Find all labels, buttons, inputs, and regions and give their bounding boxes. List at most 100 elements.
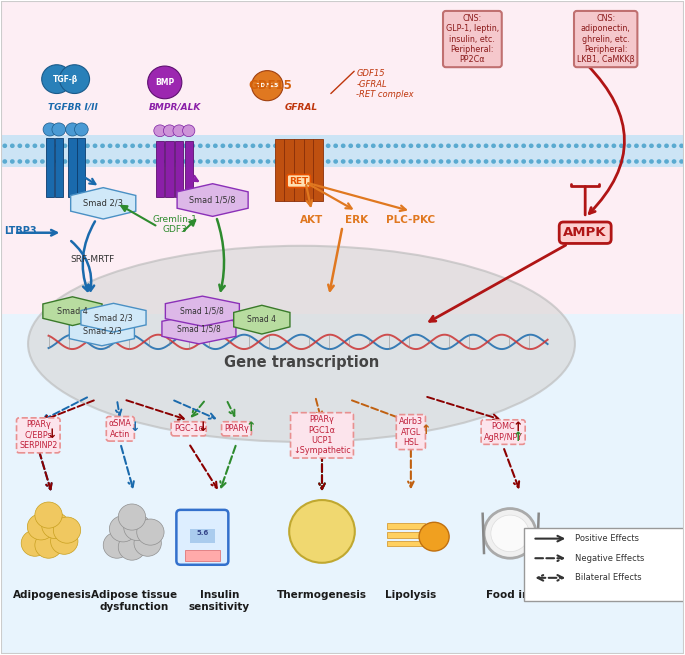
Circle shape <box>619 159 624 164</box>
Circle shape <box>536 159 541 164</box>
Circle shape <box>491 159 496 164</box>
Text: AKT: AKT <box>300 215 323 225</box>
Circle shape <box>92 159 97 164</box>
Circle shape <box>566 143 571 148</box>
Circle shape <box>582 159 586 164</box>
Circle shape <box>85 143 90 148</box>
FancyBboxPatch shape <box>523 527 685 601</box>
Bar <box>303 140 313 201</box>
Text: αSMA
Actin: αSMA Actin <box>109 419 132 438</box>
Circle shape <box>119 534 146 560</box>
Polygon shape <box>81 303 146 332</box>
Circle shape <box>25 159 29 164</box>
Circle shape <box>627 143 632 148</box>
Circle shape <box>559 159 564 164</box>
Circle shape <box>70 159 75 164</box>
Circle shape <box>672 143 677 148</box>
Circle shape <box>634 143 639 148</box>
Bar <box>175 141 183 196</box>
Circle shape <box>331 519 343 531</box>
Text: CNS:
GLP-1, leptin,
insulin, etc.
Peripheral:
PP2Cα: CNS: GLP-1, leptin, insulin, etc. Periph… <box>446 14 499 64</box>
Circle shape <box>311 143 316 148</box>
Circle shape <box>341 143 345 148</box>
Bar <box>387 523 425 529</box>
Circle shape <box>134 530 162 556</box>
Polygon shape <box>234 305 290 334</box>
Circle shape <box>153 159 158 164</box>
Polygon shape <box>43 297 102 326</box>
Circle shape <box>53 517 81 543</box>
Circle shape <box>17 143 22 148</box>
Circle shape <box>25 143 29 148</box>
Text: Smad 1/5/8: Smad 1/5/8 <box>180 307 224 316</box>
Circle shape <box>108 159 112 164</box>
Circle shape <box>119 504 146 530</box>
Circle shape <box>316 511 328 523</box>
Circle shape <box>301 536 313 548</box>
Text: BMPR/ALK: BMPR/ALK <box>149 103 201 112</box>
Text: ↑: ↑ <box>512 421 523 434</box>
Circle shape <box>334 143 338 148</box>
Text: RET: RET <box>289 176 308 185</box>
Circle shape <box>311 159 316 164</box>
Text: ↑: ↑ <box>512 431 523 444</box>
Circle shape <box>296 143 301 148</box>
Circle shape <box>62 143 67 148</box>
Circle shape <box>649 159 654 164</box>
Circle shape <box>326 159 331 164</box>
Text: ERK: ERK <box>345 215 368 225</box>
Text: Smad 2/3: Smad 2/3 <box>83 327 121 336</box>
Circle shape <box>55 143 60 148</box>
Circle shape <box>484 159 488 164</box>
Circle shape <box>273 159 278 164</box>
Text: ↑: ↑ <box>421 424 431 437</box>
Circle shape <box>32 159 37 164</box>
Circle shape <box>175 143 180 148</box>
Circle shape <box>333 533 345 545</box>
Circle shape <box>42 65 72 94</box>
Circle shape <box>393 143 398 148</box>
Circle shape <box>664 143 669 148</box>
Text: PPARγ: PPARγ <box>224 424 249 434</box>
Circle shape <box>175 159 180 164</box>
Circle shape <box>60 65 90 94</box>
Text: ↓: ↓ <box>47 428 58 441</box>
Circle shape <box>92 143 97 148</box>
Text: POMC
AgRP/NPY: POMC AgRP/NPY <box>484 422 523 441</box>
Text: TGFBR I/II: TGFBR I/II <box>47 103 97 112</box>
Circle shape <box>408 159 413 164</box>
Circle shape <box>145 159 150 164</box>
Circle shape <box>21 530 49 556</box>
Circle shape <box>438 143 443 148</box>
Circle shape <box>236 143 240 148</box>
Text: CNS:
adiponectin,
ghrelin, etc.
Peripheral:
LKB1, CaMKKβ: CNS: adiponectin, ghrelin, etc. Peripher… <box>577 14 634 64</box>
Text: Negative Effects: Negative Effects <box>575 553 645 563</box>
Circle shape <box>51 528 78 554</box>
Bar <box>387 532 425 538</box>
Circle shape <box>168 143 173 148</box>
Circle shape <box>183 159 188 164</box>
Polygon shape <box>71 187 136 219</box>
Circle shape <box>77 159 82 164</box>
Circle shape <box>529 143 534 148</box>
Circle shape <box>589 143 594 148</box>
Circle shape <box>378 143 383 148</box>
Circle shape <box>423 159 428 164</box>
Circle shape <box>469 159 473 164</box>
Text: Insulin
sensitivity: Insulin sensitivity <box>189 590 250 612</box>
Circle shape <box>582 143 586 148</box>
Circle shape <box>32 143 37 148</box>
Text: GDF15: GDF15 <box>256 83 279 88</box>
Circle shape <box>356 159 360 164</box>
Circle shape <box>551 143 556 148</box>
Bar <box>77 138 86 196</box>
Circle shape <box>190 159 195 164</box>
Circle shape <box>416 159 421 164</box>
Text: ↓: ↓ <box>198 421 208 434</box>
Text: ↑: ↑ <box>246 421 256 434</box>
Bar <box>275 140 284 201</box>
Circle shape <box>160 143 165 148</box>
Circle shape <box>258 159 263 164</box>
Circle shape <box>393 159 398 164</box>
Circle shape <box>317 541 329 553</box>
